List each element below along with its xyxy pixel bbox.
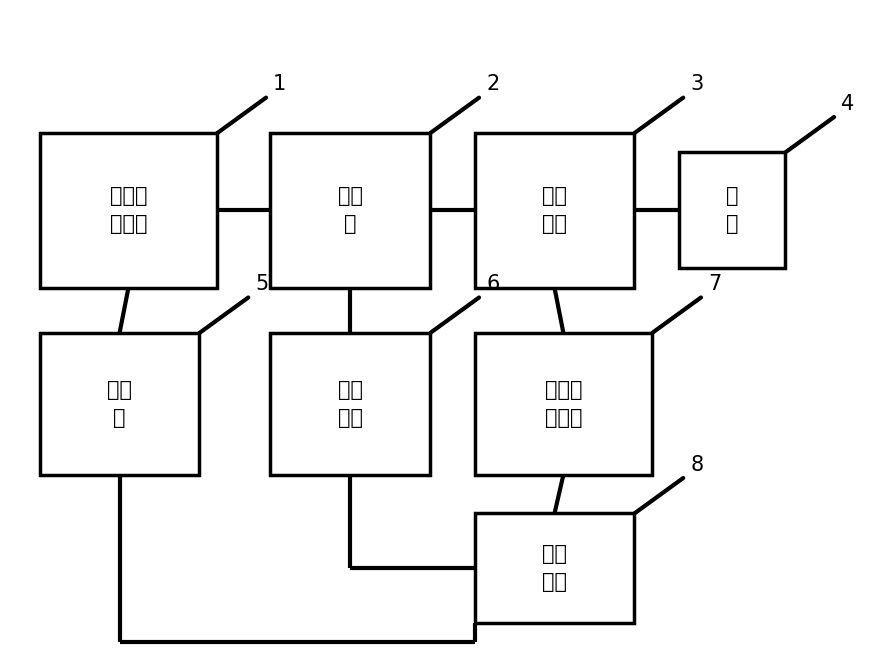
Bar xyxy=(475,333,652,475)
Text: 上位
机: 上位 机 xyxy=(107,380,132,428)
Bar xyxy=(271,333,430,475)
Text: 4: 4 xyxy=(841,94,855,114)
Text: 驱动
电路: 驱动 电路 xyxy=(338,380,363,428)
Bar xyxy=(679,152,785,268)
Text: 电源变
换电路: 电源变 换电路 xyxy=(109,187,147,234)
Bar xyxy=(475,513,634,623)
Text: 电
池: 电 池 xyxy=(726,187,738,234)
Text: 输出
端口: 输出 端口 xyxy=(542,187,567,234)
Text: 过压检
测电路: 过压检 测电路 xyxy=(545,380,582,428)
Bar xyxy=(39,333,200,475)
Text: 继电
器: 继电 器 xyxy=(338,187,363,234)
Bar xyxy=(475,133,634,288)
Text: 逻辑
电路: 逻辑 电路 xyxy=(542,544,567,592)
Text: 7: 7 xyxy=(708,274,721,295)
Text: 8: 8 xyxy=(690,454,703,475)
Text: 6: 6 xyxy=(487,274,500,295)
Bar xyxy=(39,133,217,288)
Bar xyxy=(271,133,430,288)
Text: 1: 1 xyxy=(273,74,287,95)
Text: 2: 2 xyxy=(487,74,499,95)
Text: 3: 3 xyxy=(690,74,703,95)
Text: 5: 5 xyxy=(255,274,269,295)
